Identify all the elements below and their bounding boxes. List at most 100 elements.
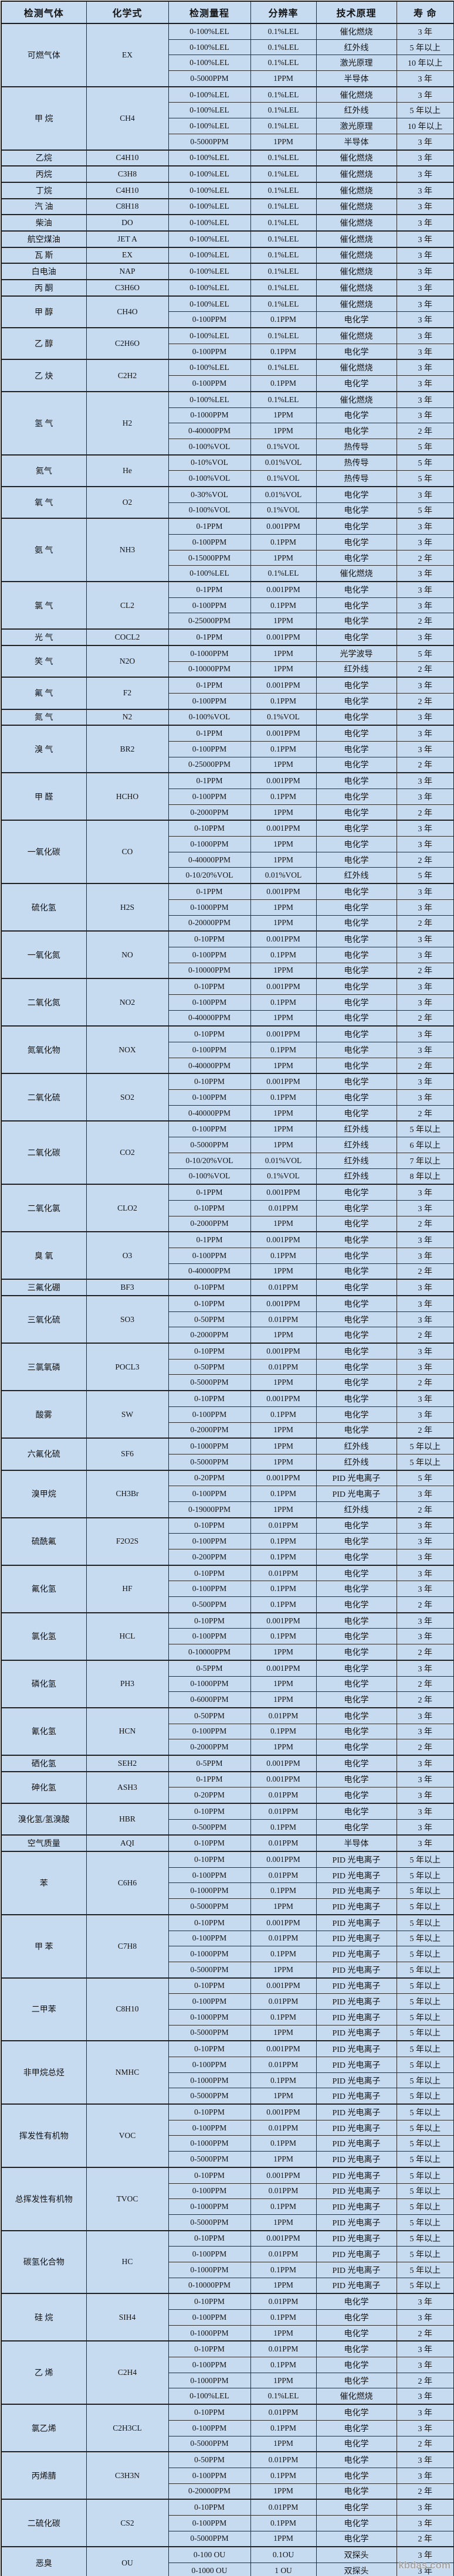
range-cell: 0-10PPM	[168, 978, 251, 995]
range-cell: 0-5000PPM	[168, 1453, 251, 1471]
table-row: 碳氢化合物 HC 0-10PPM 0.001PPM PID 光电离子 5 年以上	[1, 2230, 454, 2294]
gas-name-cell: 二氧化硫	[1, 1073, 87, 1122]
table-row: 0-5000PPM 1PPM PID 光电离子 5 年以上	[1, 2024, 454, 2041]
lifespan-cell: 5 年以上	[396, 2103, 454, 2120]
principle-cell: 电化学	[316, 1010, 397, 1027]
resolution-cell: 0.1PPM	[250, 1533, 317, 1549]
table-row: 0-100%VOL 0.1%VOL 电化学 5 年	[1, 502, 454, 519]
resolution-cell: 0.1PPM	[250, 1406, 317, 1423]
formula-cell: CL2	[86, 581, 169, 630]
table-row: 0-5000PPM 1PPM 红外线 6 年以上	[1, 1137, 454, 1153]
range-cell: 0-2000PPM	[168, 1422, 251, 1439]
principle-cell: 电化学	[316, 1659, 397, 1677]
resolution-cell: 0.001PPM	[250, 1231, 317, 1248]
resolution-cell: 0.1PPM	[250, 311, 317, 328]
range-cell: 0-25000PPM	[168, 756, 251, 773]
table-row: 0-100PPM 0.1PPM 电化学 3 年	[1, 946, 454, 963]
principle-cell: PID 光电离子	[316, 2072, 397, 2089]
lifespan-cell: 3 年	[396, 263, 454, 280]
range-cell: 0-100PPM	[168, 311, 251, 328]
resolution-cell: 1PPM	[250, 1739, 317, 1756]
range-cell: 0-100PPM	[168, 789, 251, 805]
resolution-cell: 0.01PPM	[250, 1802, 317, 1820]
range-cell: 0-100PPM	[168, 1533, 251, 1549]
principle-cell: 电化学	[316, 1581, 397, 1598]
resolution-cell: 0.001PPM	[250, 1294, 317, 1312]
table-row: 0-100PPM 0.1PPM 电化学 2 年	[1, 692, 454, 710]
resolution-cell: 1PPM	[250, 962, 317, 979]
gas-name-cell: 氢 气	[1, 390, 87, 456]
table-row: 0-1000PPM 0.1PPM PID 光电离子 5 年以上	[1, 2072, 454, 2089]
lifespan-cell: 3 年	[396, 295, 454, 312]
principle-cell: 电化学	[316, 962, 397, 979]
range-cell: 0-10PPM	[168, 1279, 251, 1296]
resolution-cell: 0.01PPM	[250, 1517, 317, 1534]
resolution-cell: 0.001PPM	[250, 581, 317, 598]
principle-cell: 激光原理	[316, 55, 397, 72]
principle-cell: 电化学	[316, 1564, 397, 1582]
principle-cell: 电化学	[316, 1279, 397, 1296]
table-row: 三氟化硼 BF3 0-10PPM 0.01PPM 电化学 3 年	[1, 1279, 454, 1296]
range-cell: 0-10000PPM	[168, 661, 251, 678]
gas-name-cell: 甲 醛	[1, 772, 87, 821]
principle-cell: PID 光电离子	[316, 2103, 397, 2120]
gas-name-cell: 硒化氢	[1, 1754, 87, 1772]
table-row: 0-100PPM 0.1PPM 电化学 3 年	[1, 2514, 454, 2531]
formula-cell: C2H2	[86, 359, 169, 392]
lifespan-cell: 3 年	[396, 22, 454, 40]
table-row: 0-2000PPM 1PPM 电化学 2 年	[1, 804, 454, 821]
lifespan-cell: 3 年	[396, 1311, 454, 1328]
gas-name-cell: 苯	[1, 1851, 87, 1915]
lifespan-cell: 3 年	[396, 485, 454, 503]
formula-cell: NH3	[86, 518, 169, 582]
resolution-cell: 1PPM	[250, 2151, 317, 2168]
gas-name-cell: 二甲苯	[1, 1977, 87, 2041]
table-row: 0-1000PPM 0.1PPM PID 光电离子 5 年以上	[1, 2198, 454, 2215]
lifespan-cell: 5 年	[396, 867, 454, 884]
resolution-cell: 0.1PPM	[250, 994, 317, 1011]
resolution-cell: 1PPM	[250, 1137, 317, 1153]
lifespan-cell: 2 年	[396, 1105, 454, 1122]
resolution-cell: 1PPM	[250, 2435, 317, 2452]
range-cell: 0-1000PPM	[168, 1882, 251, 1899]
table-row: 氯化氢 HCL 0-10PPM 0.001PPM 电化学 3 年	[1, 1612, 454, 1661]
range-cell: 0-40000PPM	[168, 851, 251, 868]
principle-cell: 双探头	[316, 2546, 397, 2564]
lifespan-cell: 5 年以上	[396, 2057, 454, 2073]
column-header-3: 分辨率	[250, 1, 317, 24]
range-cell: 0-100PPM	[168, 994, 251, 1011]
table-row: 可燃气体 EX 0-100%LEL 0.1%LEL 催化燃烧 3 年	[1, 22, 454, 87]
lifespan-cell: 3 年	[396, 1628, 454, 1645]
range-cell: 0-1000PPM	[168, 899, 251, 916]
principle-cell: 电化学	[316, 2293, 397, 2310]
range-cell: 0-100PPM	[168, 2246, 251, 2262]
resolution-cell: 0.1%LEL	[250, 102, 317, 119]
range-cell: 0-1PPM	[168, 883, 251, 900]
lifespan-cell: 5 年以上	[396, 2246, 454, 2262]
principle-cell: PID 光电离子	[316, 1914, 397, 1931]
range-cell: 0-100PPM	[168, 1993, 251, 2010]
resolution-cell: 1PPM	[250, 1374, 317, 1391]
range-cell: 0-100%VOL	[168, 470, 251, 487]
table-row: 0-100PPM 0.01PPM PID 光电离子 5 年以上	[1, 2119, 454, 2136]
resolution-cell: 0.1PPM	[250, 1819, 317, 1836]
resolution-cell: 0.1PPM	[250, 1628, 317, 1645]
lifespan-cell: 3 年	[396, 1707, 454, 1724]
principle-cell: PID 光电离子	[316, 1898, 397, 1915]
resolution-cell: 0.1PPM	[250, 2135, 317, 2152]
header-row: 检测气体 化学式 检测量程 分辨率 技术原理寿 命	[1, 1, 454, 24]
principle-cell: 电化学	[316, 1787, 397, 1804]
lifespan-cell: 3 年	[396, 1517, 454, 1534]
lifespan-cell: 5 年	[396, 470, 454, 487]
range-cell: 0-1PPM	[168, 1770, 251, 1788]
principle-cell: PID 光电离子	[316, 2261, 397, 2278]
lifespan-cell: 5 年以上	[396, 2214, 454, 2231]
range-cell: 0-100%LEL	[168, 565, 251, 582]
lifespan-cell: 3 年	[396, 327, 454, 344]
gas-name-cell: 氦气	[1, 454, 87, 487]
table-row: 磷化氢 PH3 0-5PPM 0.001PPM 电化学 3 年	[1, 1659, 454, 1708]
range-cell: 0-40000PPM	[168, 1105, 251, 1122]
table-row: 0-100PPM 0.1PPM 电化学 3 年	[1, 994, 454, 1011]
lifespan-cell: 5 年以上	[396, 1961, 454, 1979]
lifespan-cell: 3 年	[396, 2514, 454, 2531]
